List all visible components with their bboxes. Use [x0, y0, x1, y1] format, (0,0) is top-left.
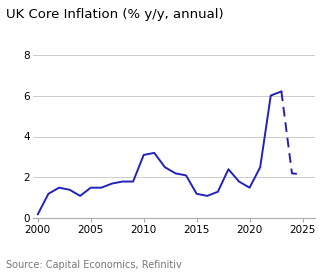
Actual & forecast — [301, 173, 305, 176]
Line: Actual & forecast: Actual & forecast — [281, 91, 303, 174]
Actual — [110, 182, 114, 185]
Actual & forecast — [290, 172, 294, 175]
Actual — [269, 94, 273, 97]
Actual — [57, 186, 61, 189]
Actual — [280, 90, 283, 93]
Line: Actual: Actual — [38, 91, 281, 214]
Actual — [36, 213, 40, 216]
Actual — [216, 190, 220, 193]
Actual — [184, 174, 188, 177]
Actual — [163, 165, 167, 169]
Actual — [89, 186, 93, 189]
Actual — [121, 180, 124, 183]
Actual — [227, 168, 230, 171]
Actual — [248, 186, 252, 189]
Text: UK Core Inflation (% y/y, annual): UK Core Inflation (% y/y, annual) — [6, 8, 224, 21]
Legend: Actual, Actual & forecast: Actual, Actual & forecast — [77, 269, 271, 273]
Actual — [152, 151, 156, 155]
Actual — [131, 180, 135, 183]
Actual — [195, 192, 199, 195]
Text: Source: Capital Economics, Refinitiv: Source: Capital Economics, Refinitiv — [6, 260, 182, 270]
Actual & forecast — [280, 90, 283, 93]
Actual — [237, 180, 241, 183]
Actual — [174, 172, 177, 175]
Actual — [99, 186, 103, 189]
Actual — [68, 188, 72, 191]
Actual — [205, 194, 209, 198]
Actual — [258, 165, 262, 169]
Actual — [142, 153, 146, 157]
Actual — [46, 192, 50, 195]
Actual — [78, 194, 82, 198]
